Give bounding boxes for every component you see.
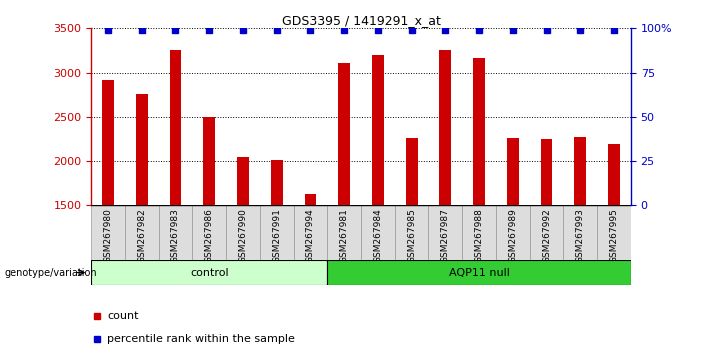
Bar <box>597 205 631 260</box>
Bar <box>91 260 327 285</box>
Text: AQP11 null: AQP11 null <box>449 268 510 278</box>
Text: GSM267981: GSM267981 <box>340 208 348 263</box>
Bar <box>260 205 294 260</box>
Bar <box>158 205 192 260</box>
Bar <box>540 139 552 338</box>
Bar <box>440 50 451 338</box>
Bar <box>372 55 383 338</box>
Bar <box>91 205 125 260</box>
Text: GSM267991: GSM267991 <box>272 208 281 263</box>
Text: percentile rank within the sample: percentile rank within the sample <box>107 334 295 344</box>
Text: GSM267984: GSM267984 <box>374 208 382 263</box>
Text: control: control <box>190 268 229 278</box>
Text: GSM267995: GSM267995 <box>610 208 618 263</box>
Bar <box>361 205 395 260</box>
Text: GSM267987: GSM267987 <box>441 208 450 263</box>
Bar <box>192 205 226 260</box>
Bar <box>406 138 418 338</box>
Text: GSM267985: GSM267985 <box>407 208 416 263</box>
Text: GSM267986: GSM267986 <box>205 208 214 263</box>
Text: count: count <box>107 311 139 321</box>
Text: GSM267990: GSM267990 <box>238 208 247 263</box>
Bar <box>339 63 350 338</box>
Bar <box>294 205 327 260</box>
Bar <box>507 138 519 338</box>
Bar <box>462 205 496 260</box>
Text: genotype/variation: genotype/variation <box>5 268 97 278</box>
Bar <box>473 58 485 338</box>
Text: GSM267992: GSM267992 <box>542 208 551 263</box>
Bar <box>428 205 462 260</box>
Text: GSM267994: GSM267994 <box>306 208 315 263</box>
Text: GSM267983: GSM267983 <box>171 208 180 263</box>
Bar <box>170 50 182 338</box>
Bar <box>102 80 114 338</box>
Bar <box>574 137 586 338</box>
Bar <box>203 117 215 338</box>
Bar <box>530 205 564 260</box>
Bar <box>304 194 316 338</box>
Bar <box>125 205 158 260</box>
Bar <box>608 144 620 338</box>
Bar <box>327 205 361 260</box>
Bar <box>226 205 260 260</box>
Bar <box>136 94 148 338</box>
Text: GSM267988: GSM267988 <box>475 208 484 263</box>
Title: GDS3395 / 1419291_x_at: GDS3395 / 1419291_x_at <box>282 14 440 27</box>
Bar <box>237 156 249 338</box>
Bar <box>564 205 597 260</box>
Text: GSM267993: GSM267993 <box>576 208 585 263</box>
Bar <box>271 160 283 338</box>
Bar <box>496 205 530 260</box>
Bar <box>395 205 428 260</box>
Text: GSM267980: GSM267980 <box>104 208 112 263</box>
Text: GSM267982: GSM267982 <box>137 208 147 263</box>
Bar <box>327 260 631 285</box>
Text: GSM267989: GSM267989 <box>508 208 517 263</box>
